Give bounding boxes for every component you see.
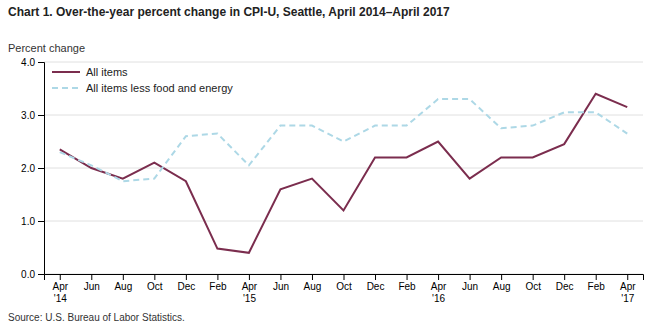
y-axis-title: Percent change xyxy=(8,42,85,54)
x-tick-label: Jun xyxy=(273,281,289,292)
x-tick: Apr'14 xyxy=(52,274,68,304)
legend: All items All items less food and energy xyxy=(52,66,233,94)
x-tick-label: Feb xyxy=(209,281,227,292)
x-tick-label: Apr'15 xyxy=(242,281,258,304)
x-tick: Oct xyxy=(147,274,163,292)
y-tick: 3.0 xyxy=(21,110,44,121)
x-tick: Feb xyxy=(209,274,227,292)
x-tick-label: Apr'16 xyxy=(431,281,447,304)
x-tick: Apr'15 xyxy=(242,274,258,304)
x-tick-label: Dec xyxy=(367,281,385,292)
y-axis: 0.0 1.0 2.0 3.0 4.0 xyxy=(21,57,44,280)
grid-line xyxy=(44,115,643,116)
x-tick: Dec xyxy=(556,274,574,292)
x-tick-mark xyxy=(596,274,597,280)
x-tick-label: Apr'17 xyxy=(620,281,636,304)
x-tick: Apr'17 xyxy=(620,274,636,304)
x-tick-mark xyxy=(564,274,565,280)
x-tick-label: Oct xyxy=(525,281,541,292)
y-tick-label: 1.0 xyxy=(21,216,35,227)
legend-swatch xyxy=(52,87,80,89)
x-tick: Feb xyxy=(398,274,416,292)
grid-line xyxy=(44,221,643,222)
x-tick: Jun xyxy=(84,274,100,292)
x-tick-mark xyxy=(249,274,250,280)
x-tick-label: Oct xyxy=(147,281,163,292)
x-tick-label: Aug xyxy=(114,281,132,292)
series-line xyxy=(60,99,627,181)
plot: 0.01.02.03.04.0Apr'14JunAugOctDecFebApr'… xyxy=(21,57,643,304)
x-tick-mark xyxy=(501,274,502,280)
x-tick: Jun xyxy=(462,274,478,292)
x-tick-label: Apr'14 xyxy=(52,281,68,304)
legend-label: All items less food and energy xyxy=(86,82,233,94)
x-tick: Feb xyxy=(588,274,606,292)
y-tick: 0.0 xyxy=(21,269,44,280)
y-tick-label: 0.0 xyxy=(21,269,35,280)
title: Chart 1. Over-the-year percent change in… xyxy=(8,5,450,19)
y-tick-mark xyxy=(38,62,44,63)
y-tick: 1.0 xyxy=(21,216,44,227)
x-tick: Dec xyxy=(367,274,385,292)
x-tick-mark xyxy=(627,274,628,280)
source: Source: U.S. Bureau of Labor Statistics. xyxy=(8,312,185,323)
x-tick-mark xyxy=(312,274,313,280)
x-tick-label: Jun xyxy=(462,281,478,292)
x-tick: Aug xyxy=(114,274,132,292)
x-tick-mark xyxy=(91,274,92,280)
x-tick-mark xyxy=(344,274,345,280)
x-tick-label: Aug xyxy=(493,281,511,292)
x-tick-mark xyxy=(375,274,376,280)
x-tick-mark xyxy=(123,274,124,280)
lines xyxy=(60,94,627,253)
x-tick-mark xyxy=(407,274,408,280)
x-axis: Apr'14 Jun Aug Oct Dec Feb Apr'15 Jun Aug Oct Dec F… xyxy=(45,274,644,304)
x-tick-mark xyxy=(533,274,534,280)
x-tick: Dec xyxy=(177,274,195,292)
x-tick: Oct xyxy=(525,274,541,292)
x-tick-mark xyxy=(217,274,218,280)
x-tick-mark xyxy=(438,274,439,280)
x-tick-mark xyxy=(154,274,155,280)
y-tick: 4.0 xyxy=(21,57,44,68)
legend-item: All items xyxy=(52,66,128,78)
grid xyxy=(44,62,643,274)
grid-line xyxy=(44,168,643,169)
y-tick-label: 2.0 xyxy=(21,163,35,174)
x-tick-label: Feb xyxy=(398,281,416,292)
x-tick-label: Dec xyxy=(177,281,195,292)
y-tick-label: 4.0 xyxy=(21,57,35,68)
x-axis-line xyxy=(45,275,644,281)
y-tick: 2.0 xyxy=(21,163,44,174)
x-tick: Oct xyxy=(336,274,352,292)
chart: Chart 1. Over-the-year percent change in… xyxy=(0,0,659,326)
x-tick-label: Jun xyxy=(84,281,100,292)
x-tick-mark xyxy=(186,274,187,280)
y-axis-line xyxy=(38,63,45,275)
x-tick: Aug xyxy=(304,274,322,292)
x-tick-label: Oct xyxy=(336,281,352,292)
y-tick-label: 3.0 xyxy=(21,110,35,121)
x-tick: Jun xyxy=(273,274,289,292)
legend-swatch xyxy=(52,71,80,73)
x-tick-mark xyxy=(470,274,471,280)
x-tick-label: Feb xyxy=(588,281,606,292)
x-tick-mark xyxy=(280,274,281,280)
y-tick-mark xyxy=(38,168,44,169)
y-tick-mark xyxy=(38,115,44,116)
x-tick-label: Dec xyxy=(556,281,574,292)
series-line xyxy=(60,94,627,253)
x-tick-label: Aug xyxy=(304,281,322,292)
y-tick-mark xyxy=(38,274,44,275)
x-tick: Apr'16 xyxy=(431,274,447,304)
legend-label: All items xyxy=(86,66,128,78)
x-tick: Aug xyxy=(493,274,511,292)
y-tick-mark xyxy=(38,221,44,222)
x-tick-mark xyxy=(60,274,61,280)
legend-item: All items less food and energy xyxy=(52,82,233,94)
grid-line xyxy=(44,62,643,63)
